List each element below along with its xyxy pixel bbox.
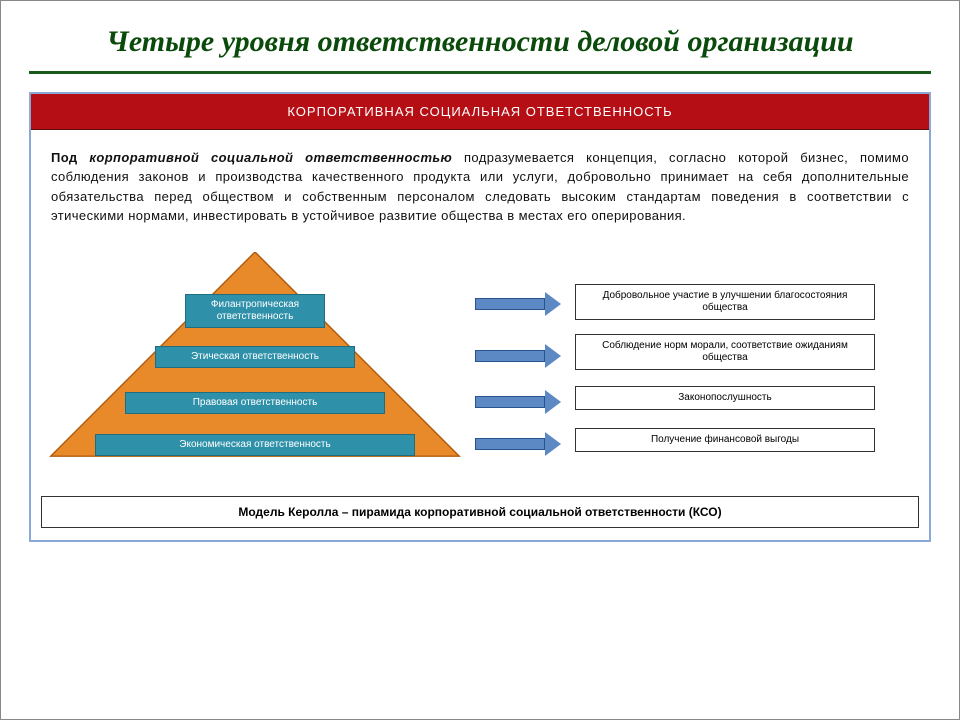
desc-philanthropic: Добровольное участие в улучшении благосо… xyxy=(575,284,875,320)
para-prefix: Под xyxy=(51,150,89,165)
pyramid-level-economic: Экономическая ответственность xyxy=(95,434,415,456)
content-frame: КОРПОРАТИВНАЯ СОЦИАЛЬНАЯ ОТВЕТСТВЕННОСТЬ… xyxy=(29,92,931,542)
pyramid-diagram: Филантропическая ответственность Этическ… xyxy=(35,248,925,488)
title-underline: Четыре уровня ответственности деловой ор… xyxy=(29,23,931,74)
pyramid-level-legal: Правовая ответственность xyxy=(125,392,385,414)
desc-legal: Законопослушность xyxy=(575,386,875,410)
pyramid-caption: Модель Керолла – пирамида корпоративной … xyxy=(41,496,919,528)
banner: КОРПОРАТИВНАЯ СОЦИАЛЬНАЯ ОТВЕТСТВЕННОСТЬ xyxy=(31,94,929,130)
desc-economic: Получение финансовой выгоды xyxy=(575,428,875,452)
definition-paragraph: Под корпоративной социальной ответственн… xyxy=(31,130,929,242)
pyramid-level-ethical: Этическая ответственность xyxy=(155,346,355,368)
slide: Четыре уровня ответственности деловой ор… xyxy=(1,1,959,719)
desc-ethical: Соблюдение норм морали, соответствие ожи… xyxy=(575,334,875,370)
para-lead: корпоративной социальной ответственность… xyxy=(89,150,452,165)
pyramid-level-philanthropic: Филантропическая ответственность xyxy=(185,294,325,328)
slide-title: Четыре уровня ответственности деловой ор… xyxy=(29,23,931,61)
